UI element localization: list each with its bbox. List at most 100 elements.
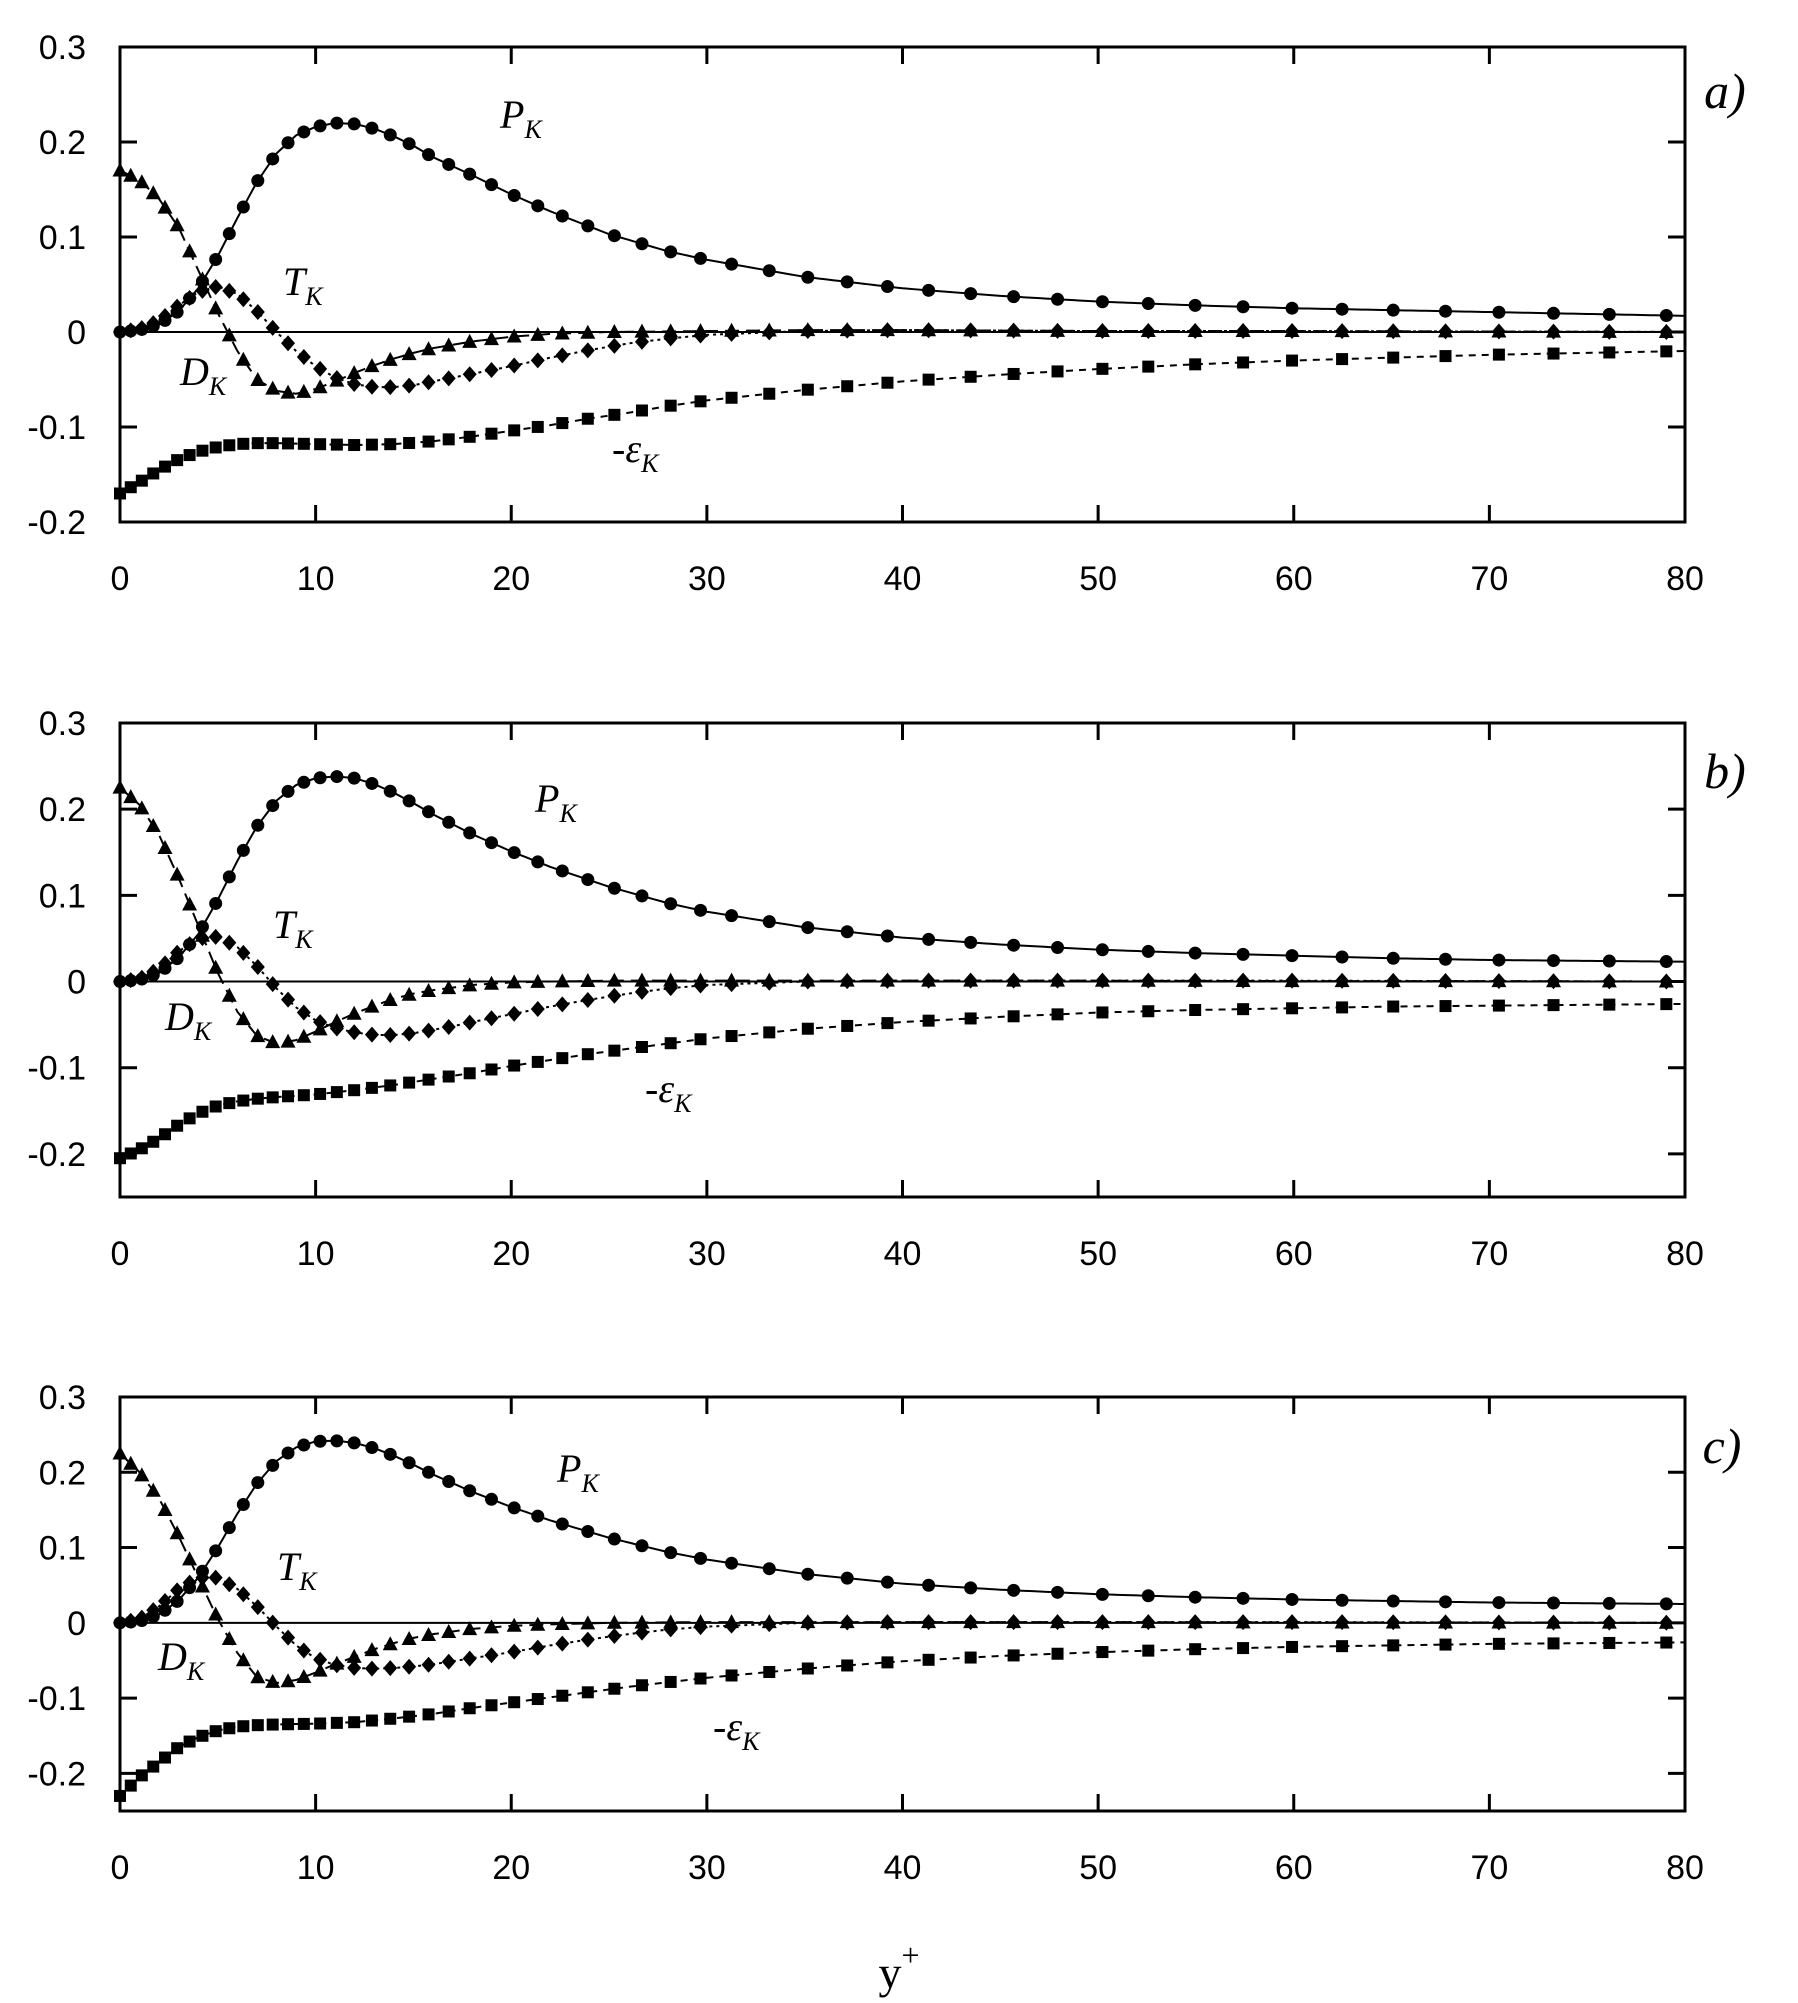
point--ε_K [485, 427, 498, 440]
series--ε_K [114, 998, 1686, 1165]
point-D_K [280, 384, 296, 399]
point--ε_K [422, 1073, 435, 1086]
point-P_K [1141, 297, 1155, 311]
point-T_K [840, 973, 855, 990]
point-P_K [222, 870, 236, 884]
point--ε_K [1286, 1002, 1299, 1015]
point-P_K [365, 776, 379, 790]
point-T_K [1659, 323, 1674, 340]
point-T_K [507, 357, 522, 374]
point-P_K [347, 117, 361, 131]
point-P_K [635, 237, 649, 251]
point-T_K [724, 976, 739, 993]
point--ε_K [922, 1014, 935, 1027]
point-T_K [195, 1569, 210, 1586]
point-T_K [421, 374, 436, 391]
point-P_K [402, 794, 416, 808]
point-P_K [762, 1562, 776, 1576]
point-D_K [145, 817, 161, 832]
point-D_K [194, 271, 210, 286]
point-T_K [1006, 972, 1021, 989]
point--ε_K [1096, 362, 1109, 375]
point-P_K [383, 1447, 397, 1461]
point-P_K [266, 799, 280, 813]
point-P_K [531, 199, 545, 213]
series-label-P_K: PK [534, 776, 578, 828]
point-P_K [1492, 305, 1506, 319]
point-T_K [1546, 1614, 1561, 1631]
point-T_K [296, 1642, 311, 1659]
point--ε_K [251, 437, 264, 450]
point--ε_K [237, 437, 250, 450]
point--ε_K [725, 391, 738, 404]
point--ε_K [384, 438, 397, 451]
x-axis-label-main: y [878, 1947, 901, 1998]
point--ε_K [251, 1092, 264, 1105]
point--ε_K [266, 437, 279, 450]
series-label--ε_K: -εK [713, 1704, 761, 1756]
point-T_K [462, 366, 477, 383]
point--ε_K [196, 444, 209, 457]
point--ε_K [725, 1669, 738, 1682]
series-line--ε_K [119, 1002, 1686, 1160]
point-D_K [265, 1673, 281, 1688]
point-T_K [484, 1010, 499, 1027]
point--ε_K [1603, 998, 1616, 1011]
x-tick-label: 60 [1275, 1235, 1313, 1273]
point-D_K [250, 372, 266, 387]
y-tick-label: 0 [67, 964, 86, 1002]
point--ε_K [1189, 1004, 1202, 1017]
point-D_K [580, 324, 596, 339]
point-T_K [281, 335, 296, 352]
point-P_K [1141, 944, 1155, 958]
point-T_K [1050, 1614, 1065, 1631]
point-T_K [663, 980, 678, 997]
point--ε_K [1439, 350, 1452, 363]
point--ε_K [330, 1086, 343, 1099]
point-T_K [1602, 1614, 1617, 1631]
point-P_K [383, 784, 397, 798]
point-P_K [195, 920, 209, 934]
point--ε_K [384, 1712, 397, 1725]
point-P_K [222, 1521, 236, 1535]
point--ε_K [694, 395, 707, 408]
point-P_K [762, 264, 776, 278]
point--ε_K [1439, 1000, 1452, 1013]
point-P_K [222, 227, 236, 241]
point-T_K [146, 1602, 161, 1619]
point--ε_K [763, 387, 776, 400]
x-axis-label-sup: + [901, 1937, 919, 1973]
point-P_K [1007, 938, 1021, 952]
point-T_K [123, 1612, 138, 1629]
point-P_K [555, 209, 569, 223]
series-line--ε_K [119, 350, 1686, 495]
point--ε_K [964, 1651, 977, 1664]
point-T_K [1095, 972, 1110, 989]
point--ε_K [1189, 358, 1202, 371]
point-P_K [347, 1436, 361, 1450]
point-T_K [762, 324, 777, 341]
point--ε_K [135, 1769, 148, 1782]
point-D_K [221, 987, 237, 1002]
y-tick-label: 0.3 [39, 1379, 86, 1417]
y-tick-label: 0.2 [39, 791, 86, 829]
point-D_K [382, 1636, 398, 1651]
point-D_K [312, 379, 328, 394]
point-D_K [169, 217, 185, 232]
x-tick-label: 0 [111, 1235, 130, 1273]
point-T_K [1546, 973, 1561, 990]
point--ε_K [348, 1716, 361, 1729]
point--ε_K [1603, 346, 1616, 359]
point-T_K [921, 972, 936, 989]
point--ε_K [556, 417, 569, 430]
point-T_K [329, 1020, 344, 1037]
point--ε_K [348, 439, 361, 452]
point-P_K [1095, 1587, 1109, 1601]
point-P_K [463, 1484, 477, 1498]
point-D_K [483, 975, 499, 990]
series-D_K [112, 1445, 1686, 1688]
point-P_K [1188, 946, 1202, 960]
point-P_K [801, 270, 815, 284]
point-T_K [1095, 323, 1110, 340]
point-D_K [182, 1551, 198, 1566]
